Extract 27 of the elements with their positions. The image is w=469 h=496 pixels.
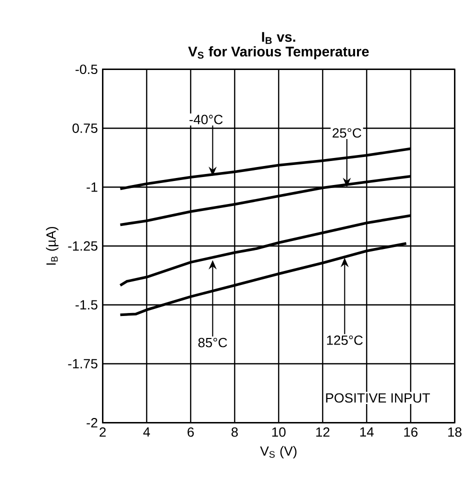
x-tick-label: 10 [272, 427, 286, 437]
x-tick-label: 2 [99, 427, 106, 437]
line-series [118, 174, 412, 226]
y-axis-title: I$_{B}$ (µA) [46, 226, 58, 265]
x-tick-label: 4 [143, 427, 150, 437]
y-tick-label: -1.75 [68, 359, 98, 368]
y-tick-label: -0.5 [75, 64, 98, 74]
y-tick-label: -1 [86, 182, 98, 192]
y-tick-label: -1.25 [68, 241, 98, 251]
chart-subtitle: V$_{S}$ for Various Temperature [188, 46, 369, 60]
x-tick-label: 18 [448, 427, 462, 437]
annotation: -40°C [189, 114, 223, 124]
annotation: 125°C [326, 336, 363, 345]
y-tick-label: -2 [86, 418, 98, 428]
annotation: POSITIVE INPUT [326, 393, 430, 403]
x-tick-label: 16 [404, 427, 418, 437]
x-tick-label: 8 [231, 427, 238, 437]
x-tick-label: 14 [360, 427, 374, 437]
y-tick-label: -1.5 [75, 300, 98, 310]
line-series [118, 214, 412, 287]
x-axis-title: V$_{S}$ (V) [260, 446, 296, 458]
x-tick-label: 6 [187, 427, 194, 437]
annotation: 85°C [198, 338, 227, 348]
chart-title: I$_{B}$ vs. [262, 32, 296, 44]
y-tick-label: 0.75 [72, 124, 98, 133]
x-tick-label: 12 [316, 427, 330, 437]
annotation: 25°C [332, 128, 362, 138]
